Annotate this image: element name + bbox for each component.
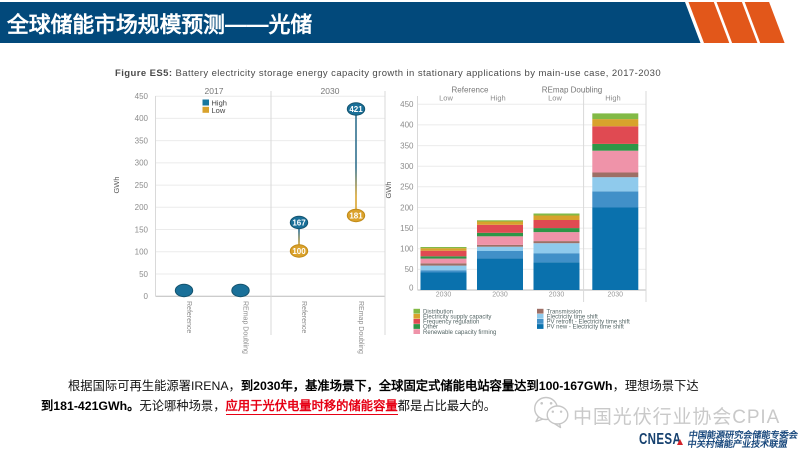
svg-text:Low: Low [548,94,562,103]
svg-text:Electricity supply capacity: Electricity supply capacity [423,315,491,321]
svg-text:REmap Doubling: REmap Doubling [357,301,364,354]
svg-text:GWh: GWh [112,176,121,193]
svg-text:Frequency regulation: Frequency regulation [423,320,479,326]
svg-text:Other: Other [423,325,438,331]
svg-text:400: 400 [400,121,414,130]
svg-text:200: 200 [135,203,149,212]
svg-text:167: 167 [292,219,306,228]
svg-text:150: 150 [135,225,149,234]
svg-text:PV new - Electricity time shif: PV new - Electricity time shift [547,325,625,331]
svg-text:181: 181 [349,212,363,221]
svg-text:50: 50 [139,270,148,279]
svg-text:450: 450 [135,92,149,101]
svg-text:2030: 2030 [436,292,452,299]
svg-text:2030: 2030 [321,86,340,96]
svg-text:100: 100 [292,247,306,256]
svg-text:300: 300 [135,159,149,168]
svg-text:REmap Doubling: REmap Doubling [242,301,249,354]
svg-text:50: 50 [405,265,414,274]
svg-text:250: 250 [135,181,149,190]
svg-text:Transmission: Transmission [547,309,582,315]
svg-text:2017: 2017 [205,86,224,96]
svg-text:Low: Low [212,106,226,115]
svg-text:2030: 2030 [549,292,565,299]
svg-text:0: 0 [144,292,149,301]
svg-text:Reference: Reference [452,86,489,95]
svg-text:High: High [605,94,620,103]
svg-text:High: High [490,94,505,103]
svg-text:350: 350 [400,141,414,150]
svg-text:Distribution: Distribution [423,309,453,315]
svg-text:2030: 2030 [608,292,624,299]
svg-text:PV retrofit - Electricity time: PV retrofit - Electricity time shift [547,320,631,326]
svg-text:150: 150 [400,224,414,233]
svg-text:Reference: Reference [300,301,307,333]
svg-text:High: High [212,99,227,108]
svg-text:REmap Doubling: REmap Doubling [542,86,602,95]
svg-text:Low: Low [439,94,453,103]
svg-text:0: 0 [409,284,414,293]
svg-text:GWh: GWh [384,181,393,198]
svg-text:Renewable capacity firming: Renewable capacity firming [423,330,496,336]
svg-text:2030: 2030 [492,292,508,299]
svg-text:200: 200 [400,203,414,212]
svg-text:Electricity time shift: Electricity time shift [547,315,599,321]
svg-text:300: 300 [400,162,414,171]
svg-text:400: 400 [135,114,149,123]
svg-text:421: 421 [349,105,363,114]
svg-text:100: 100 [135,248,149,257]
svg-text:250: 250 [400,183,414,192]
svg-text:100: 100 [400,245,414,254]
svg-text:Reference: Reference [185,301,192,333]
svg-text:350: 350 [135,136,149,145]
svg-text:450: 450 [400,100,414,109]
